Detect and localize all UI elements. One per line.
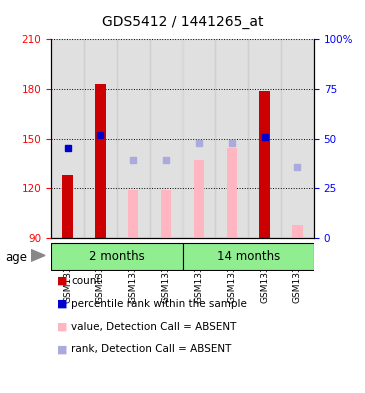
Text: age: age [5,251,27,264]
Text: ■: ■ [57,299,67,309]
Bar [281,39,314,238]
Text: count: count [71,276,101,286]
Text: rank, Detection Call = ABSENT: rank, Detection Call = ABSENT [71,344,231,354]
Polygon shape [31,250,45,261]
Bar [182,39,215,238]
Text: GDS5412 / 1441265_at: GDS5412 / 1441265_at [102,15,263,29]
Text: ■: ■ [57,276,67,286]
Bar [292,224,303,238]
Bar [84,39,117,238]
FancyBboxPatch shape [182,243,314,270]
Text: 14 months: 14 months [216,250,280,263]
Text: ■: ■ [57,321,67,332]
Bar [215,39,248,238]
Bar [128,190,138,238]
Bar [62,175,73,238]
Text: 2 months: 2 months [89,250,145,263]
Bar [95,84,105,238]
Text: percentile rank within the sample: percentile rank within the sample [71,299,247,309]
Text: ■: ■ [57,344,67,354]
FancyBboxPatch shape [51,243,182,270]
Bar [227,149,237,238]
Text: value, Detection Call = ABSENT: value, Detection Call = ABSENT [71,321,237,332]
Bar [260,90,270,238]
Bar [51,39,84,238]
Bar [161,190,171,238]
Bar [248,39,281,238]
Bar [150,39,182,238]
Bar [117,39,150,238]
Bar [194,160,204,238]
